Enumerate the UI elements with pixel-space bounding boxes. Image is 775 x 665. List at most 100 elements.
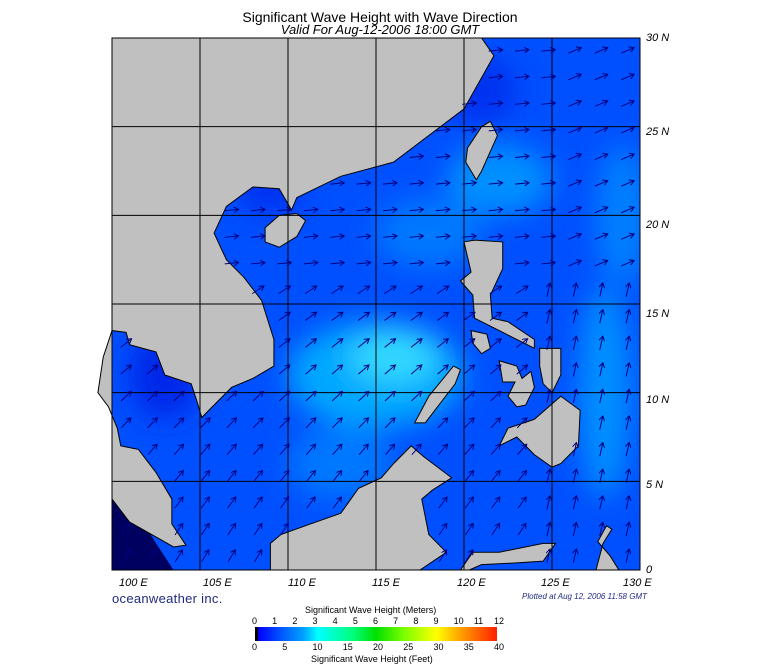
wave-direction-arrow [541, 103, 556, 104]
wave-direction-arrow [332, 471, 342, 482]
lat-label: 25 N [646, 126, 670, 138]
wave-direction-arrow [279, 418, 290, 429]
wave-direction-arrow [358, 418, 369, 429]
wave-direction-arrow [594, 74, 608, 81]
wave-direction-arrow [621, 127, 634, 134]
wave-direction-arrow [547, 496, 550, 510]
wave-direction-arrow [464, 444, 474, 455]
wave-direction-arrow [547, 389, 550, 404]
land-hainan [264, 213, 307, 248]
wave-direction-arrow [148, 550, 156, 563]
wave-direction-arrow [174, 471, 183, 482]
wave-direction-arrow [147, 444, 157, 455]
wave-direction-arrow [435, 130, 450, 131]
wave-direction-arrow [438, 523, 447, 536]
wave-direction-arrow [516, 418, 527, 429]
wave-direction-arrow [303, 263, 318, 264]
wave-direction-arrow [464, 418, 474, 429]
wave-direction-arrow [568, 101, 581, 107]
wave-direction-arrow [626, 496, 629, 510]
lat-label: 10 N [646, 394, 670, 406]
wave-direction-arrow [358, 391, 369, 402]
wave-direction-arrow [626, 336, 629, 350]
wave-direction-arrow [515, 50, 529, 51]
wave-direction-arrow [573, 310, 576, 324]
meters-tick: 8 [413, 616, 419, 626]
wave-direction-arrow [621, 260, 634, 267]
wave-direction-arrow [462, 236, 476, 237]
wave-height-area [349, 330, 438, 384]
wave-direction-arrow [409, 156, 424, 157]
wave-direction-arrow [331, 286, 343, 295]
wave-direction-arrow [491, 523, 500, 536]
wave-direction-arrow [600, 469, 603, 483]
wave-direction-arrow [573, 522, 576, 537]
wave-direction-arrow [626, 389, 629, 404]
wave-direction-arrow [330, 209, 344, 210]
wave-direction-arrow [541, 130, 556, 131]
wave-direction-arrow [547, 469, 550, 483]
wave-direction-arrow [331, 391, 342, 402]
wave-direction-arrow [541, 76, 556, 77]
wave-direction-arrow [600, 416, 603, 430]
wave-direction-arrow [383, 236, 397, 237]
wave-direction-arrow [626, 283, 629, 297]
wave-direction-arrow [383, 209, 397, 210]
wave-direction-arrow [594, 154, 608, 160]
wave-direction-arrow [384, 365, 396, 375]
wave-direction-arrow [226, 391, 237, 402]
wave-direction-arrow [541, 236, 556, 237]
wave-direction-arrow [251, 286, 264, 295]
wave-direction-arrow [120, 391, 131, 402]
wave-direction-arrow [224, 236, 239, 237]
feet-tick: 10 [312, 642, 323, 652]
wave-direction-arrow [488, 130, 503, 131]
brand-logo-text: oceanweather inc. [112, 591, 223, 606]
wave-direction-arrow [384, 312, 395, 321]
wave-direction-arrow [463, 339, 475, 348]
wave-direction-arrow [409, 263, 424, 264]
wave-direction-arrow [541, 183, 556, 184]
colorbar-feet-title: Significant Wave Height (Feet) [311, 654, 433, 664]
wave-direction-arrow [437, 365, 449, 375]
land-halmahera [595, 524, 620, 571]
lon-label: 120 E [457, 577, 486, 589]
wave-direction-arrow [488, 103, 503, 104]
wave-direction-arrow [594, 234, 608, 240]
land-mainland [97, 37, 495, 548]
map-frame [111, 37, 641, 571]
lon-label: 100 E [119, 577, 148, 589]
lon-label: 125 E [541, 577, 570, 589]
wave-direction-arrow [409, 236, 424, 237]
wave-direction-arrow [594, 48, 608, 54]
wave-direction-arrow [357, 286, 370, 295]
map-title: Significant Wave Height with Wave Direct… [242, 9, 518, 25]
wave-direction-arrow [594, 260, 608, 267]
wave-direction-arrow [435, 156, 450, 157]
feet-tick: 40 [494, 642, 505, 652]
wave-direction-arrow [147, 391, 157, 402]
wave-direction-arrow [594, 181, 608, 187]
wave-direction-arrow [411, 391, 421, 402]
lon-label: 130 E [623, 577, 652, 589]
wave-direction-arrow [305, 339, 316, 348]
wave-direction-arrow [490, 418, 501, 429]
wave-direction-arrow [120, 365, 132, 375]
lon-label: 115 E [372, 577, 400, 589]
wave-direction-arrow [278, 286, 291, 295]
wave-direction-arrow [435, 209, 450, 210]
wave-direction-arrow [226, 418, 237, 429]
wave-direction-arrow [568, 154, 581, 160]
meters-tick: 10 [453, 616, 464, 626]
wave-direction-arrow [621, 101, 634, 107]
wave-direction-arrow [383, 286, 396, 295]
wave-direction-arrow [410, 339, 422, 348]
wave-direction-arrow [384, 418, 395, 429]
wave-direction-arrow [410, 365, 422, 375]
wave-direction-arrow [626, 416, 629, 430]
wave-direction-arrow [383, 263, 397, 264]
wave-direction-arrow [515, 156, 529, 157]
wave-direction-arrow [357, 312, 369, 321]
wave-direction-arrow [411, 444, 421, 455]
wave-height-area [376, 197, 482, 269]
